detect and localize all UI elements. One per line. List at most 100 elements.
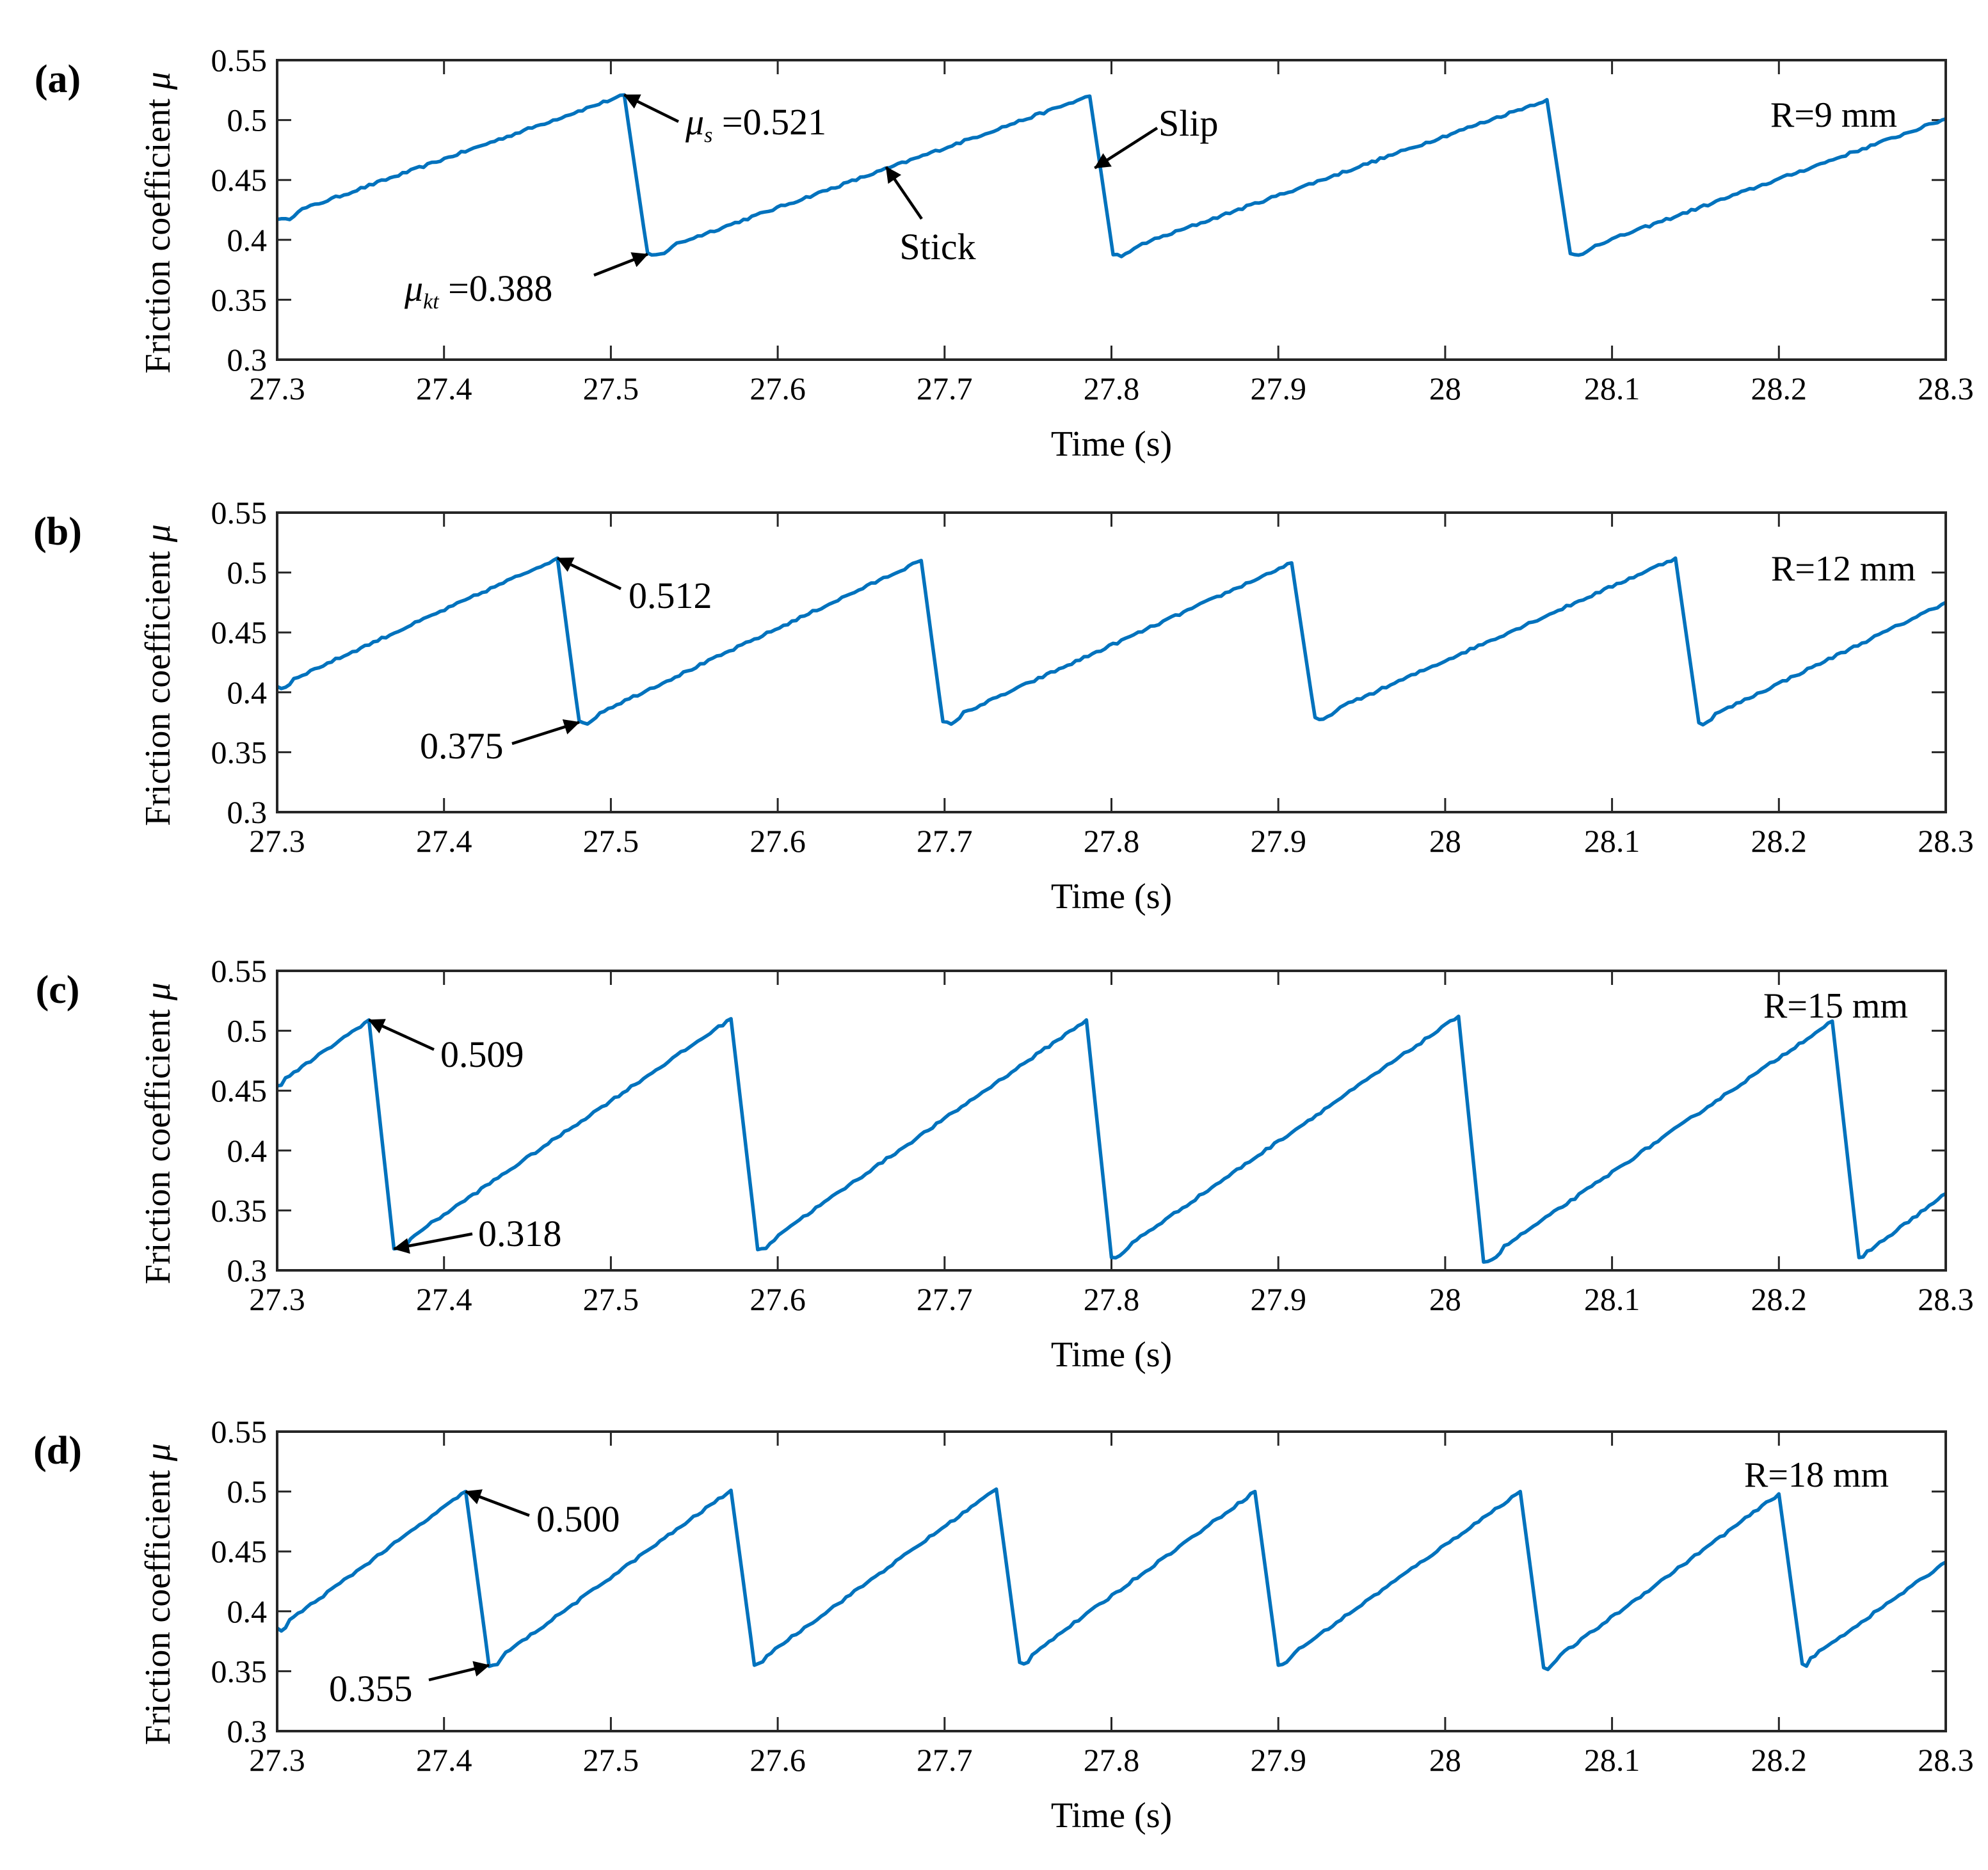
annotation-label: 0.512 (629, 575, 712, 616)
y-tick-label: 0.45 (211, 1073, 268, 1108)
x-tick-label: 27.3 (249, 1742, 305, 1778)
y-tick-label: 0.4 (227, 222, 268, 258)
x-tick-label: 28 (1429, 823, 1461, 859)
y-tick-label: 0.5 (227, 1013, 268, 1049)
y-axis-title-gap (138, 90, 178, 99)
series-line-a (277, 93, 1946, 259)
annotation-symbol: μ (685, 101, 704, 143)
y-tick-label: 0.45 (211, 1533, 268, 1569)
annotation-subscript: kt (423, 290, 440, 314)
annotation-arrow (465, 1489, 530, 1517)
x-tick-label: 28 (1429, 1281, 1461, 1317)
x-tick-label: 28.1 (1584, 823, 1640, 859)
y-axis-title: Friction coefficient μ (138, 1443, 178, 1745)
panel-label: (c) (36, 968, 80, 1012)
y-tick-label: 0.55 (211, 1414, 268, 1450)
x-tick-label: 27.8 (1084, 371, 1140, 406)
x-tick-label: 27.8 (1084, 1281, 1140, 1317)
x-tick-label: 27.6 (750, 371, 806, 406)
x-tick-label: 28.1 (1584, 1281, 1640, 1317)
y-axis-symbol: μ (138, 72, 178, 90)
x-tick-label: 27.3 (249, 823, 305, 859)
y-tick-label: 0.3 (227, 794, 268, 830)
x-tick-label: 27.5 (583, 1742, 639, 1778)
y-tick-label: 0.35 (211, 1192, 268, 1228)
panel-label: (d) (33, 1429, 82, 1473)
x-axis-title: Time (s) (1051, 1796, 1172, 1835)
annotation-arrow (428, 1661, 490, 1682)
annotation-label: 0.355 (329, 1668, 413, 1709)
annotation-value: =0.521 (712, 101, 826, 143)
y-tick-label: 0.45 (211, 614, 268, 650)
x-tick-label: 28 (1429, 371, 1461, 406)
x-tick-label: 27.6 (750, 1742, 806, 1778)
y-axis-title: Friction coefficient μ (138, 72, 178, 374)
x-tick-label: 27.7 (917, 1281, 973, 1317)
x-tick-label: 27.7 (917, 371, 973, 406)
series-line-c (277, 1014, 1946, 1264)
annotation-arrow (593, 252, 648, 277)
annotation-arrow (1094, 127, 1158, 170)
y-tick-label: 0.55 (211, 42, 268, 78)
annotation-arrow (556, 557, 621, 591)
annotation-arrow (368, 1018, 435, 1051)
x-tick-label: 27.5 (583, 823, 639, 859)
annotation-label: 0.318 (478, 1213, 562, 1254)
y-tick-label: 0.35 (211, 734, 268, 770)
y-tick-label: 0.35 (211, 282, 268, 317)
x-tick-label: 27.6 (750, 823, 806, 859)
panel-b: 27.3 27.4 27.5 27.6 27.7 27.8 27.9 28 28.1 28.2 28… (33, 495, 1974, 916)
annotation-label: 0.375 (420, 725, 504, 767)
axes-frame (276, 59, 1947, 361)
radius-label: R=9 mm (1770, 95, 1897, 135)
x-tick-label: 28 (1429, 1742, 1461, 1778)
x-tick-label: 27.5 (583, 1281, 639, 1317)
panel-label: (b) (33, 510, 82, 554)
annotation-label: Slip (1158, 102, 1219, 144)
x-tick-label: 28.3 (1918, 823, 1974, 859)
panel-d: 27.3 27.4 27.5 27.6 27.7 27.8 27.9 28 28.1 28.2 28… (33, 1414, 1974, 1835)
x-tick-label: 27.7 (917, 823, 973, 859)
x-axis-title: Time (s) (1051, 877, 1172, 916)
y-tick-label: 0.3 (227, 1252, 268, 1288)
y-tick-label: 0.3 (227, 342, 268, 378)
annotation-subscript: s (704, 124, 712, 147)
x-tick-label: 27.6 (750, 1281, 806, 1317)
y-tick-label: 0.4 (227, 675, 268, 710)
y-axis-title: Friction coefficient μ (138, 982, 178, 1284)
x-tick-label: 27.9 (1250, 823, 1306, 859)
x-tick-label: 28.3 (1918, 1281, 1974, 1317)
annotation-arrow (511, 719, 581, 746)
x-tick-label: 27.7 (917, 1742, 973, 1778)
y-axis-title-text: Friction coefficient (138, 551, 178, 826)
y-tick-label: 0.4 (227, 1594, 268, 1629)
y-axis-symbol: μ (138, 1443, 178, 1462)
x-tick-label: 27.3 (249, 1281, 305, 1317)
x-axis-title: Time (s) (1051, 1335, 1172, 1375)
y-tick-label: 0.4 (227, 1133, 268, 1169)
annotation-value: =0.388 (439, 268, 553, 309)
axes-frame (276, 1430, 1947, 1732)
x-tick-label: 27.8 (1084, 823, 1140, 859)
x-tick-label: 27.4 (416, 1742, 472, 1778)
x-tick-label: 28.3 (1918, 1742, 1974, 1778)
annotation-symbol: μ (404, 268, 423, 309)
x-tick-label: 28.2 (1751, 1281, 1808, 1317)
y-tick-label: 0.5 (227, 1474, 268, 1510)
annotation-arrow (393, 1232, 473, 1254)
x-tick-label: 28.2 (1751, 823, 1808, 859)
y-tick-label: 0.5 (227, 102, 268, 138)
y-tick-label: 0.3 (227, 1713, 268, 1749)
series-line-d (277, 1487, 1946, 1672)
y-tick-label: 0.45 (211, 162, 268, 198)
y-tick-label: 0.55 (211, 953, 268, 989)
y-axis-title-text: Friction coefficient (138, 1470, 178, 1745)
radius-label: R=18 mm (1744, 1455, 1889, 1495)
x-tick-label: 28.1 (1584, 371, 1640, 406)
axes-frame (276, 970, 1947, 1272)
y-tick-label: 0.55 (211, 495, 268, 531)
annotation-label: 0.500 (536, 1498, 620, 1540)
y-axis-symbol: μ (138, 982, 178, 1001)
x-tick-label: 27.4 (416, 1281, 472, 1317)
x-tick-label: 27.9 (1250, 1742, 1306, 1778)
